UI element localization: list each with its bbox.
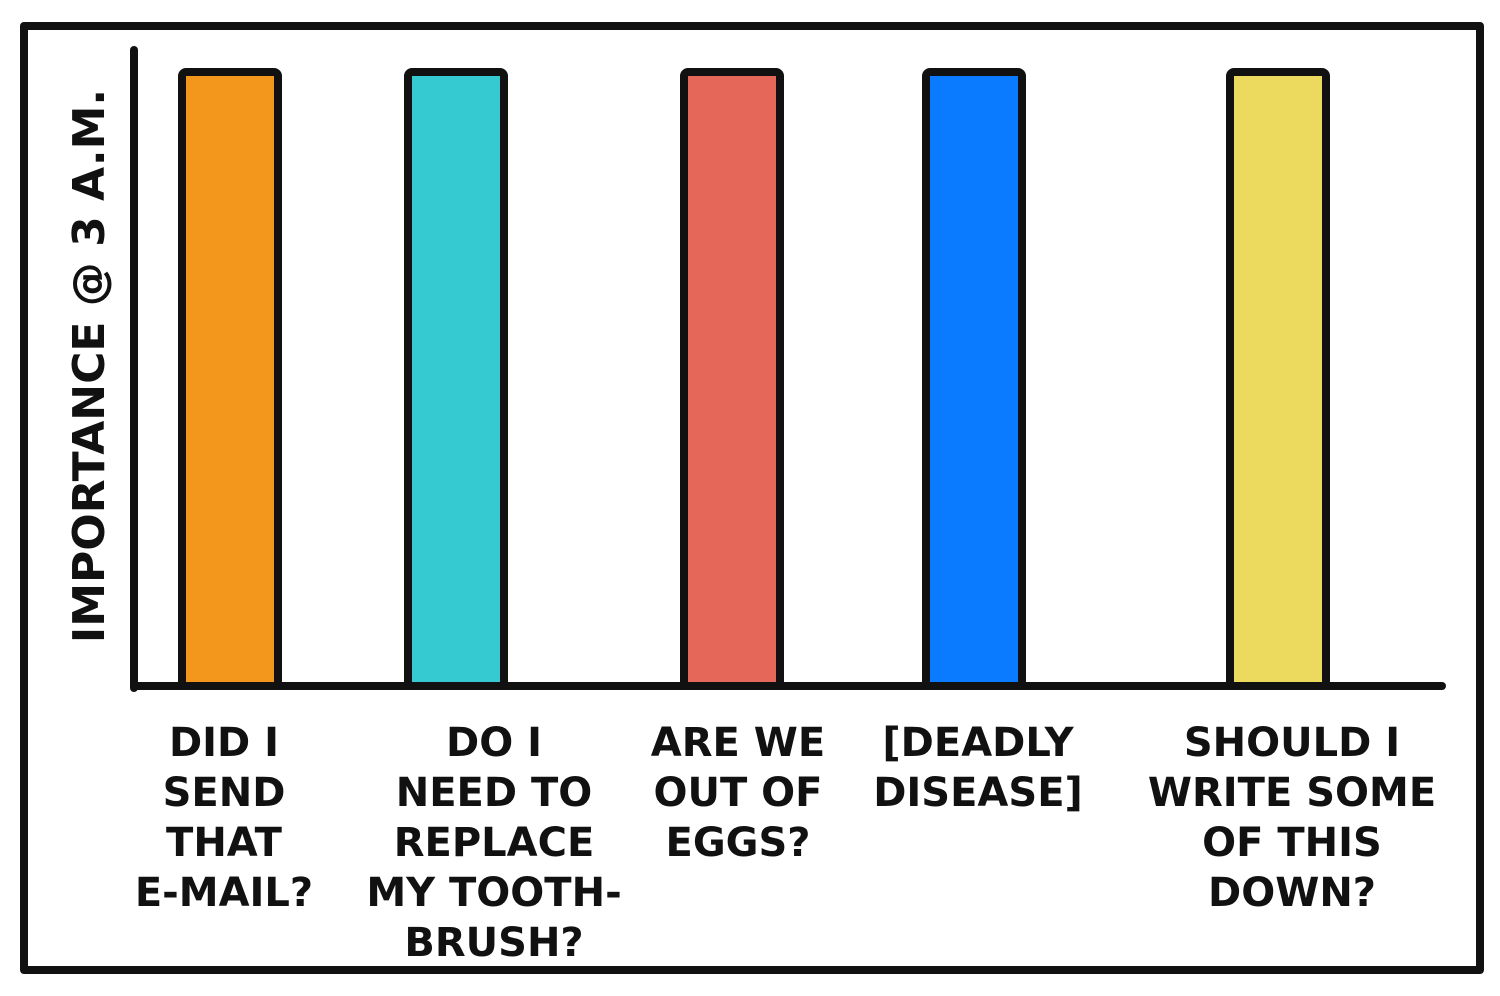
category-label-2: DO I NEED TO REPLACE MY TOOTH-BRUSH? xyxy=(366,720,621,966)
category-label-line: [DEADLY xyxy=(882,720,1074,766)
category-label-line: OUT OF xyxy=(653,770,822,816)
category-label-line: REPLACE xyxy=(394,820,595,866)
category-label-line: DO I xyxy=(446,720,542,766)
category-label-line: DISEASE] xyxy=(873,770,1083,816)
bar-1 xyxy=(178,68,282,690)
category-label-line: EGGS? xyxy=(666,820,811,866)
bar-2 xyxy=(404,68,508,690)
category-label-line: BRUSH? xyxy=(404,920,583,966)
category-label-3: ARE WE OUT OF EGGS? xyxy=(651,720,825,866)
category-label-line: MY TOOTH- xyxy=(366,870,621,916)
category-label-line: WRITE SOME xyxy=(1148,770,1436,816)
category-label-line: E-MAIL? xyxy=(135,870,313,916)
category-label-line: OF THIS xyxy=(1202,820,1382,866)
category-label-4: [DEADLY DISEASE] xyxy=(873,720,1083,816)
category-label-line: SHOULD I xyxy=(1184,720,1400,766)
bars-group xyxy=(178,68,1330,690)
bar-5 xyxy=(1226,68,1330,690)
bar-4 xyxy=(922,68,1026,690)
category-labels: DID I SEND THAT E-MAIL? DO I NEED TO REPLACE MY… xyxy=(135,720,1436,966)
category-label-line: DOWN? xyxy=(1208,870,1376,916)
category-label-1: DID I SEND THAT E-MAIL? xyxy=(135,720,313,916)
category-label-line: SEND xyxy=(163,770,286,816)
category-label-line: NEED TO xyxy=(396,770,593,816)
category-label-line: THAT xyxy=(166,820,283,866)
category-label-line: DID I xyxy=(169,720,279,766)
category-label-line: ARE WE xyxy=(651,720,825,766)
bar-3 xyxy=(680,68,784,690)
category-label-5: SHOULD I WRITE SOME OF THIS DOWN? xyxy=(1148,720,1436,916)
y-axis-title: IMPORTANCE @ 3 A.M. xyxy=(64,89,115,643)
